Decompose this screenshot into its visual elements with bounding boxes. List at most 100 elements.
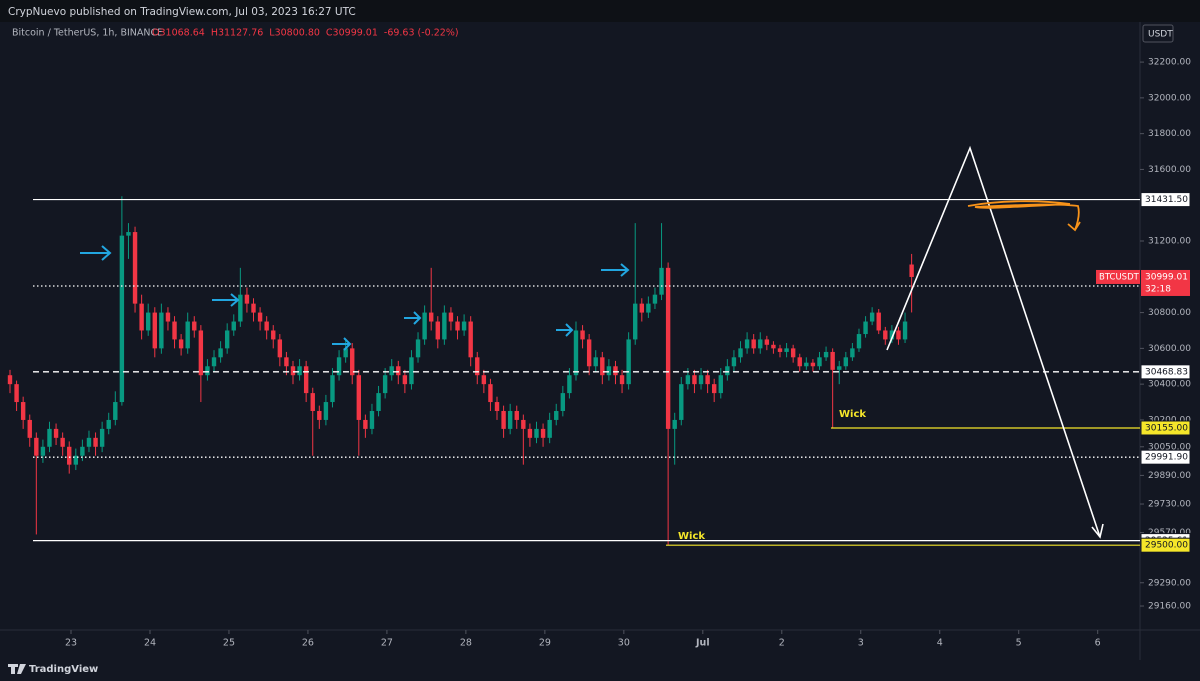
candle-body [790,348,796,358]
candle-body [606,366,612,376]
candle-body [60,437,65,447]
candle-body [856,334,862,349]
publish-bar [0,0,1200,22]
candle-body [323,402,329,420]
candle-body [146,312,151,331]
y-tick-label: 29160.00 [1148,602,1191,612]
candle-body [290,366,296,376]
candle-body [718,375,723,394]
candle-body [99,428,105,447]
level-label-box [1140,449,1191,465]
candle-body [843,357,849,367]
currency: USDT [1148,30,1173,40]
x-tick-label: 5 [1016,638,1022,649]
y-tick-label: 30200.00 [1148,415,1191,425]
candle-body [389,366,394,376]
x-tick-label: 26 [302,638,314,649]
y-tick-label: 29730.00 [1148,500,1191,510]
x-tick-label: 6 [1095,638,1101,649]
candle-body [336,357,342,376]
x-tick-label: 23 [65,638,77,649]
candle-body [231,321,236,331]
candle-body [428,312,434,322]
candle-body [633,303,638,340]
candle-body [152,312,157,349]
candle-body [244,294,250,304]
candle-body [415,339,421,358]
candle-body [251,303,256,313]
level-label: 30468.83 [1145,367,1188,377]
y-tick-label: 32000.00 [1148,93,1191,103]
candle-body [178,339,184,349]
candle-body [488,384,493,403]
level-label: 29500.00 [1145,541,1188,551]
candle-body [264,321,269,331]
candle-body [113,402,118,420]
candle-body [34,437,39,456]
x-tick-label: 30 [618,638,630,649]
candle-body [764,339,770,345]
candle-body [540,428,546,438]
candle-body [159,312,164,349]
candle-body [902,321,908,340]
candle-body [422,312,427,340]
candle-body [317,410,322,420]
projection-path [886,145,1104,539]
arrow [212,293,240,307]
candle-body [198,330,204,376]
arrows [80,245,630,351]
scribble [967,200,1081,232]
candle-body [192,321,197,331]
candle-body [560,393,566,411]
candle-body [758,339,763,349]
candle-body [475,357,480,376]
candle-body [784,348,789,352]
arrow [332,337,352,351]
candle-body [86,437,92,447]
ohlc-value: L30800.80 [269,28,320,39]
y-tick-label: 30600.00 [1148,344,1191,354]
candle-body [771,344,776,349]
candle-body [567,375,572,394]
candle-body [521,419,526,429]
annotation: Wick [839,409,866,420]
candle-body [797,357,802,367]
level-label: 29991.90 [1145,453,1188,463]
candle-body [619,375,625,385]
level-label-box [1140,537,1191,553]
candle-body [330,375,335,403]
logo [8,664,26,674]
candle-body [501,410,506,429]
candle-body [593,357,598,367]
candle-body [586,339,592,367]
candle-body [863,321,868,335]
candle-body [731,357,737,367]
level-label-box [1140,364,1191,380]
candle-body [14,384,19,403]
candle-body [909,264,914,277]
candle-body [73,455,79,465]
candle-body [626,339,631,385]
candle-body [106,419,111,429]
candle-body [20,402,26,420]
candle-body [711,384,717,394]
candle-body [698,375,704,385]
candle-body [310,393,315,411]
candle-body [369,410,375,429]
arrow [601,263,630,277]
candle-body [448,312,454,322]
arrow [404,311,422,325]
candle-body [27,419,32,438]
candle-body [744,339,750,349]
x-tick-label: 2 [779,638,785,649]
candle-body [481,375,487,385]
candle-body [830,351,835,370]
x-tick-label: 24 [144,638,156,649]
y-tick-label: 30400.00 [1148,380,1191,390]
candle-body [600,357,605,376]
x-tick-label: 4 [937,638,943,649]
candle-body [810,362,816,367]
y-tick-label: 31200.00 [1148,237,1191,247]
brand-name: TradingView [29,664,98,675]
ohlc-value: O31068.64 [152,28,205,39]
